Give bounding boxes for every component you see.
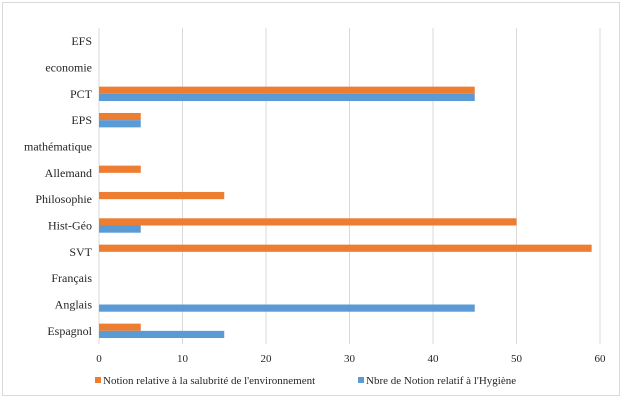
salubrite-bar-Espagnol [99,323,141,331]
category-label: Espagnol [47,324,92,338]
hygiene-bar-Hist-Géo [99,225,141,233]
category-label: EFS [71,34,92,48]
salubrite-bar-SVT [99,244,592,252]
category-label: Philosophie [35,192,92,206]
bars [99,86,592,339]
x-tick-label: 30 [344,353,356,365]
x-tick-label: 20 [261,353,273,365]
category-label: Allemand [45,166,92,180]
hygiene-bar-PCT [99,93,475,102]
salubrite-bar-Allemand [99,165,141,173]
legend-swatch-0 [95,377,101,383]
salubrite-bar-Hist-Géo [99,218,517,226]
x-tick-label: 40 [428,353,440,365]
category-labels: Espagnol Anglais Français SVT Hist-Géo Philos… [24,34,93,338]
x-tick-label: 0 [96,353,102,365]
x-tick-label: 60 [595,353,607,365]
x-tick-label: 10 [177,353,189,365]
category-label: economie [45,61,92,75]
hygiene-bar-EPS [99,120,141,128]
category-label: Hist-Géo [48,219,92,233]
category-label: Anglais [55,298,93,312]
legend-swatch-1 [358,377,364,383]
legend-label-1: Nbre de Notion relatif à l'Hygiène [366,375,516,387]
legend-label-0: Notion relative à la salubrité de l'envi… [103,375,315,387]
salubrite-bar-PCT [99,86,475,94]
category-label: SVT [69,245,92,259]
legend: Notion relative à la salubrité de l'envi… [95,375,516,387]
x-tick-label: 50 [511,353,523,365]
hygiene-bar-Anglais [99,304,475,312]
gridlines [98,28,601,344]
category-label: mathématique [24,140,92,154]
category-label: EPS [71,113,92,127]
category-label: PCT [70,87,93,101]
hygiene-bar-Espagnol [99,330,225,339]
salubrite-bar-EPS [99,112,141,121]
category-label: Français [51,271,92,285]
x-tick-labels: 0 10 20 30 40 50 60 [96,353,606,365]
salubrite-bar-Philosophie [99,191,225,200]
